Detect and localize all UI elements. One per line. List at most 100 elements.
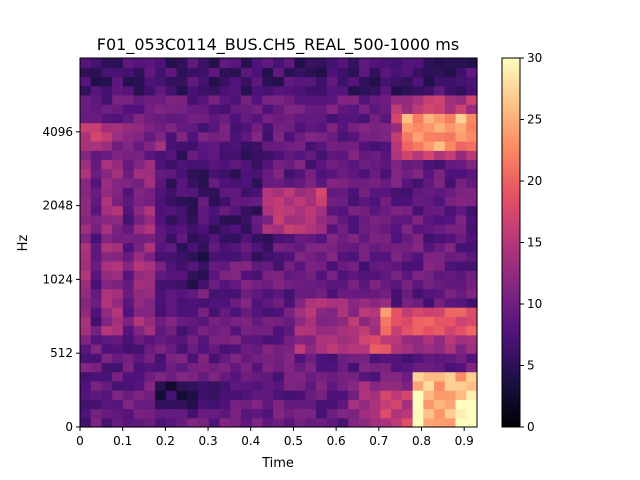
heatmap-cell [326,104,339,114]
heatmap-cell [155,122,167,133]
heatmap-cell [391,343,403,354]
heatmap-cell [380,288,392,299]
heatmap-cell [348,76,360,87]
heatmap-cell [294,122,306,133]
heatmap-cell [133,131,145,142]
heatmap-cell [434,270,446,280]
heatmap-cell [391,390,403,400]
heatmap-cell [80,122,92,133]
heatmap-cell [90,205,103,216]
heatmap-cell [155,168,167,179]
heatmap-cell [187,205,199,216]
heatmap-cell [155,94,167,105]
heatmap-cell [262,371,274,382]
heatmap-cell [369,113,382,124]
heatmap-cell [305,214,317,225]
heatmap-cell [251,113,264,124]
heatmap-cell [155,85,167,96]
heatmap-cell [133,76,145,87]
heatmap-cell [187,279,199,290]
heatmap-cell [391,417,403,428]
heatmap-cell [144,159,156,170]
heatmap-cell [444,371,457,382]
heatmap-cell [176,196,188,207]
x-tick-label: 0.8 [412,434,431,448]
heatmap-cell [230,76,242,87]
x-tick-label: 0.4 [241,434,260,448]
heatmap-cell [391,150,403,161]
heatmap-cell [294,67,306,78]
heatmap-cell [369,242,382,253]
heatmap-cell [80,205,92,216]
heatmap-cell [112,113,124,124]
heatmap-cell [380,297,392,308]
heatmap-cell [176,168,188,179]
heatmap-cell [219,270,231,280]
heatmap-cell [90,187,103,197]
heatmap-cell [90,288,103,299]
heatmap-cell [283,104,296,114]
heatmap-cell [466,297,478,308]
heatmap-cell [219,362,231,373]
heatmap-cell [208,67,221,78]
heatmap-cell [112,168,124,179]
heatmap-cell [401,113,414,124]
heatmap-cell [198,76,210,87]
heatmap-cell [283,390,296,400]
heatmap-cell [187,334,199,345]
heatmap-cell [251,196,264,207]
y-tick-label: 1024 [42,272,73,286]
heatmap-cell [155,288,167,299]
x-tick-label: 0.2 [156,434,175,448]
heatmap-cell [423,297,435,308]
heatmap-cell [326,390,339,400]
heatmap-cell [219,205,231,216]
heatmap-cell [391,307,403,317]
heatmap-cell [240,122,253,133]
heatmap-cell [198,399,210,410]
heatmap-cell [155,297,167,308]
heatmap-cell [380,104,392,114]
heatmap-cell [133,251,145,262]
heatmap-cell [198,279,210,290]
heatmap-cell [262,150,274,161]
heatmap-cell [176,380,188,391]
heatmap-cell [122,177,135,188]
heatmap-cell [305,224,317,234]
heatmap-cell [165,187,178,197]
heatmap-cell [466,307,478,317]
heatmap-cell [165,58,178,68]
heatmap-cell [455,122,467,133]
heatmap-cell [444,224,457,234]
heatmap-cell [412,214,424,225]
heatmap-cell [187,362,199,373]
heatmap-cell [305,371,317,382]
heatmap-cell [305,150,317,161]
heatmap-cell [80,233,92,244]
heatmap-cell [133,334,145,345]
heatmap-cell [326,399,339,410]
heatmap-cell [155,233,167,244]
heatmap-cell [219,297,231,308]
heatmap-cell [434,177,446,188]
heatmap-cell [198,362,210,373]
heatmap-cell [380,85,392,96]
heatmap-cell [466,104,478,114]
heatmap-cell [444,131,457,142]
heatmap-cell [144,334,156,345]
heatmap-cell [412,390,424,400]
heatmap-cell [358,334,371,345]
heatmap-cell [412,159,424,170]
heatmap-cell [369,371,382,382]
heatmap-cell [305,353,317,364]
heatmap-cell [294,288,306,299]
heatmap-cell [208,362,221,373]
heatmap-cell [144,297,156,308]
heatmap-cell [230,408,242,419]
heatmap-cell [230,233,242,244]
heatmap-cell [444,380,457,391]
heatmap-cell [348,85,360,96]
heatmap-cell [101,159,113,170]
heatmap-cell [466,67,478,78]
heatmap-plot-area [80,58,478,428]
